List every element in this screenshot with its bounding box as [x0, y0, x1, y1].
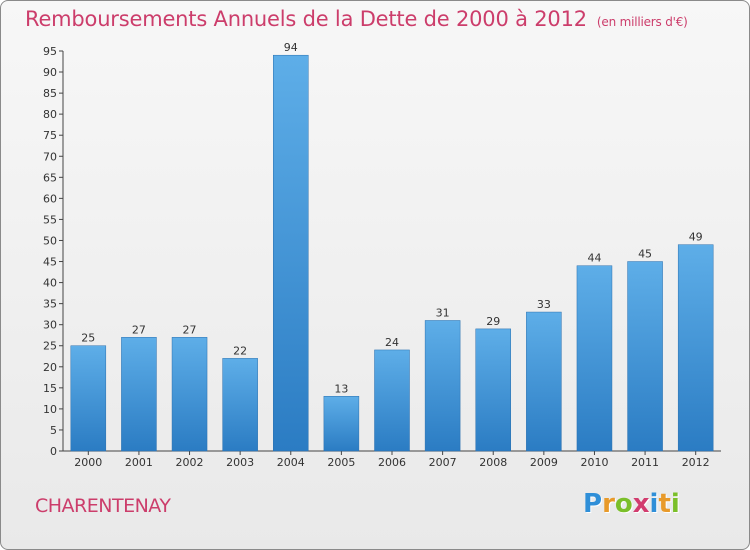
bar — [424, 320, 461, 452]
chart-title: Remboursements Annuels de la Dette de 20… — [25, 7, 688, 31]
bar — [475, 328, 511, 452]
x-tick-label: 2006 — [378, 456, 406, 469]
x-tick-label: 2007 — [429, 456, 457, 469]
y-tick-label: 40 — [43, 277, 57, 290]
x-tick-label: 2011 — [631, 456, 659, 469]
y-tick-label: 80 — [43, 108, 57, 121]
chart-subtitle: (en milliers d'€) — [596, 15, 688, 29]
bar — [70, 345, 107, 452]
value-label: 33 — [537, 298, 551, 311]
x-tick-label: 2004 — [277, 456, 305, 469]
value-label: 49 — [689, 231, 703, 244]
x-tick-label: 2001 — [125, 456, 153, 469]
bar — [273, 54, 309, 452]
logo-letter: o — [614, 489, 633, 519]
x-tick-label: 2000 — [74, 456, 102, 469]
bar — [374, 349, 410, 452]
x-tick-label: 2012 — [682, 456, 710, 469]
y-tick-label: 90 — [43, 66, 57, 79]
proxiti-logo[interactable]: Proxiti — [583, 489, 680, 519]
value-label: 29 — [486, 315, 500, 328]
logo-letter: r — [602, 489, 615, 519]
y-tick-label: 85 — [43, 87, 57, 100]
y-tick-label: 15 — [43, 382, 57, 395]
y-tick-label: 50 — [43, 234, 57, 247]
x-tick-label: 2009 — [530, 456, 558, 469]
value-label: 45 — [638, 248, 652, 261]
logo-letter: t — [658, 489, 671, 519]
bar — [526, 311, 562, 452]
bar — [677, 244, 714, 452]
y-tick-label: 20 — [43, 361, 57, 374]
value-label: 31 — [436, 306, 450, 319]
x-tick-label: 2005 — [327, 456, 355, 469]
logo-letter: P — [583, 489, 603, 519]
value-label: 27 — [132, 323, 146, 336]
chart-labels: 2000 25 2001 27 2002 27 2003 22 2004 94 2005 13 2006… — [74, 41, 709, 469]
chart-axes: 0 5 10 15 20 25 30 35 40 45 50 55 60 65 70 75 80 85 90 95 — [43, 45, 721, 458]
y-tick-label: 95 — [43, 45, 57, 58]
value-label: 22 — [233, 344, 247, 357]
y-tick-label: 25 — [43, 340, 57, 353]
bar — [222, 358, 258, 452]
y-tick-label: 75 — [43, 129, 57, 142]
logo-letter: i — [670, 489, 680, 519]
bar — [323, 396, 360, 452]
y-tick-label: 10 — [43, 403, 57, 416]
logo-letter: i — [649, 489, 659, 519]
y-tick-label: 45 — [43, 256, 57, 269]
value-label: 25 — [81, 332, 95, 345]
commune-name: CHARENTENAY — [35, 495, 171, 517]
value-label: 24 — [385, 336, 399, 349]
y-tick-label: 55 — [43, 213, 57, 226]
value-label: 13 — [334, 382, 348, 395]
value-label: 44 — [587, 252, 601, 265]
value-label: 27 — [183, 323, 197, 336]
y-tick-label: 35 — [43, 298, 57, 311]
chart-title-text: Remboursements Annuels de la Dette de 20… — [25, 7, 587, 31]
bar — [171, 337, 208, 452]
logo-letter: x — [632, 489, 650, 519]
bar — [627, 261, 663, 452]
x-tick-label: 2002 — [176, 456, 204, 469]
y-tick-label: 65 — [43, 171, 57, 184]
y-tick-label: 0 — [50, 445, 57, 458]
y-tick-label: 70 — [43, 150, 57, 163]
x-tick-label: 2003 — [226, 456, 254, 469]
y-tick-label: 60 — [43, 192, 57, 205]
bar — [576, 265, 613, 452]
x-tick-label: 2010 — [580, 456, 608, 469]
chart-bars — [70, 54, 714, 452]
x-tick-label: 2008 — [479, 456, 507, 469]
y-tick-label: 30 — [43, 319, 57, 332]
bar — [121, 337, 157, 452]
y-tick-label: 5 — [50, 424, 57, 437]
value-label: 94 — [284, 41, 298, 54]
